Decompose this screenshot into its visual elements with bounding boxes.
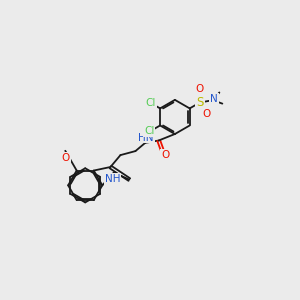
Text: O: O [161,150,169,160]
Text: S: S [196,96,204,109]
Text: Cl: Cl [144,126,154,136]
Text: O: O [202,109,210,119]
Text: O: O [62,153,70,163]
Text: HN: HN [138,133,154,142]
Text: O: O [196,84,204,94]
Text: N: N [210,94,218,104]
Text: Cl: Cl [146,98,156,108]
Text: NH: NH [104,174,120,184]
